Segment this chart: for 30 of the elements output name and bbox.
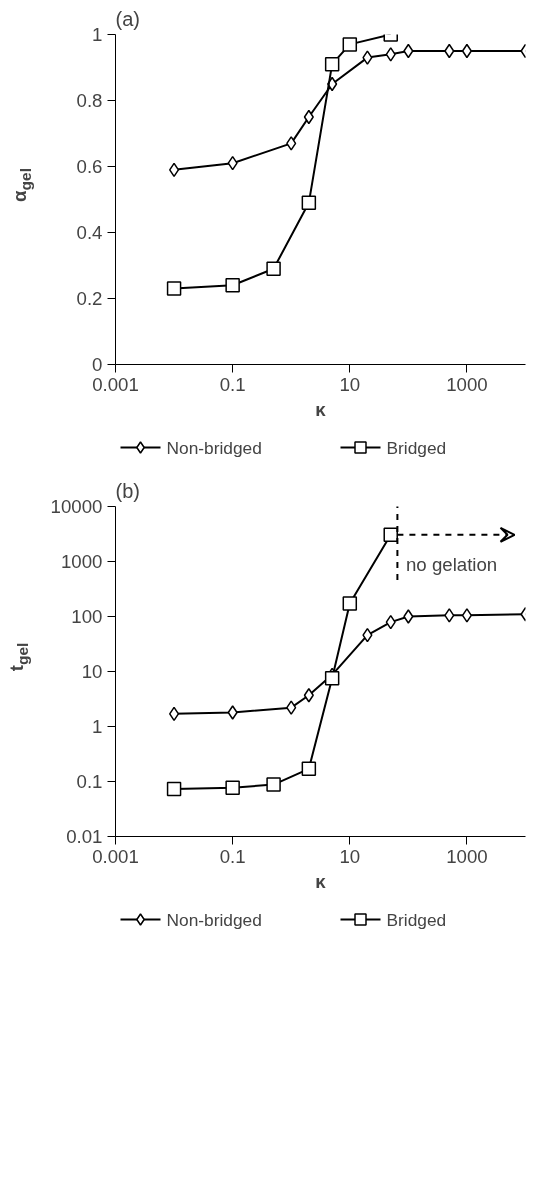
x-tick-label: 0.001: [92, 373, 139, 395]
annotation: no gelation: [405, 554, 498, 576]
x-axis-title: κ: [315, 870, 327, 892]
y-tick-label: 100: [71, 606, 103, 627]
y-tick-label: 10000: [50, 496, 103, 517]
x-tick-label: 0.001: [92, 845, 139, 867]
x-tick-label: 1000: [446, 845, 488, 867]
y-tick-label: 0.8: [76, 90, 103, 111]
chart-title: (a): [115, 7, 140, 30]
x-tick-label: 0.1: [219, 845, 246, 867]
y-tick-label: 0.01: [66, 826, 103, 847]
y-tick-label: 0.1: [76, 771, 103, 792]
y-tick-label: 1: [92, 716, 103, 737]
y-tick-label: 1: [92, 24, 103, 45]
y-tick-label: 1000: [61, 551, 103, 572]
x-tick-label: 1000: [446, 373, 488, 395]
y-tick-label: 0.6: [76, 156, 103, 177]
y-tick-label: 0.4: [76, 222, 103, 243]
x-axis-title: κ: [315, 398, 327, 420]
chart-title: (b): [115, 479, 140, 502]
legend-label: Non-bridged: [166, 909, 262, 930]
y-tick-label: 0: [92, 354, 103, 375]
x-tick-label: 0.1: [219, 373, 246, 395]
legend-label: Bridged: [386, 437, 447, 458]
y-tick-label: 0.2: [76, 288, 103, 309]
legend-label: Bridged: [386, 909, 447, 930]
y-tick-label: 10: [81, 661, 103, 682]
legend-label: Non-bridged: [166, 437, 262, 458]
x-tick-label: 10: [339, 845, 361, 867]
x-tick-label: 10: [339, 373, 361, 395]
